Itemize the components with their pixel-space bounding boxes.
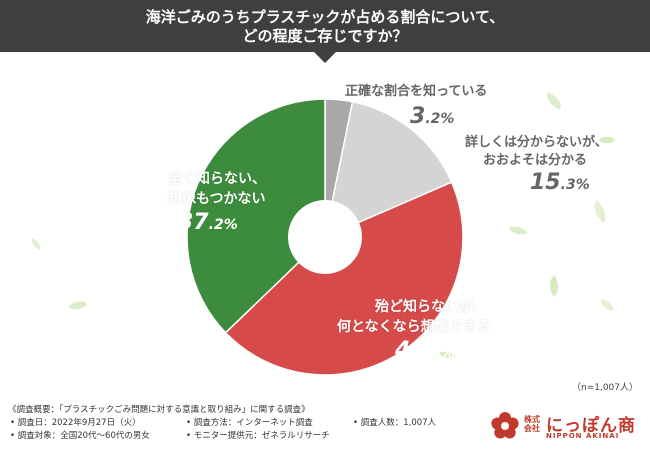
- slice-imagine: [224, 181, 464, 376]
- slice-label-rough-line1: 詳しくは分からないが、: [465, 135, 608, 150]
- survey-provider: • モニター提供元：ゼネラルリサーチ: [186, 431, 330, 441]
- logo-kabushiki: 株式会社: [524, 415, 540, 433]
- slice-none: [186, 98, 326, 334]
- slice-label-rough-line2: おおよそは分かる: [483, 153, 588, 168]
- company-logo: 株式会社 にっぽん商 NIPPON AKINAI: [490, 409, 640, 445]
- survey-summary: 《調査概要：「プラスチックごみ問題に対する意識と取り組み」に関する調査》: [8, 405, 310, 415]
- survey-date: • 調査日：2022年9月27日（火）: [10, 418, 141, 428]
- survey-count: • 調査人数：1,007人: [353, 418, 437, 428]
- survey-method: • 調査方法：インターネット調査: [186, 418, 313, 428]
- sample-size: （n=1,007人）: [571, 383, 638, 393]
- logo-name: にっぽん商: [546, 416, 636, 436]
- slice-label-exact: 正確な割合を知っている: [345, 84, 488, 99]
- header-banner: 海洋ごみのうちプラスチックが占める割合について、 どの程度ご存じですか？: [0, 0, 650, 52]
- slice-value-none: 37.2%: [178, 210, 238, 235]
- slice-label-none-line1: 全く知らない、: [168, 171, 266, 187]
- slice-label-imagine-line2: 何となくなら想像できる: [337, 319, 491, 335]
- slice-label-imagine-line1: 殆ど知らないが、: [375, 299, 487, 315]
- logo-english: NIPPON AKINAI: [546, 432, 620, 440]
- title-line-1: 海洋ごみのうちプラスチックが占める割合について、: [145, 8, 505, 26]
- title-line-2: どの程度ご存じですか？: [242, 27, 408, 45]
- survey-target: • 調査対象：全国20代〜60代の男女: [10, 431, 150, 441]
- slice-value-exact: 3.2%: [410, 104, 455, 129]
- slice-rough: [323, 100, 453, 239]
- flower-logo-icon: [491, 412, 519, 439]
- slice-label-none-line2: 想像もつかない: [168, 191, 266, 207]
- slice-value-imagine: 44.3%: [395, 338, 455, 363]
- header-pointer: [313, 51, 337, 63]
- donut-hole: [288, 200, 362, 274]
- slice-value-rough: 15.3%: [530, 170, 590, 195]
